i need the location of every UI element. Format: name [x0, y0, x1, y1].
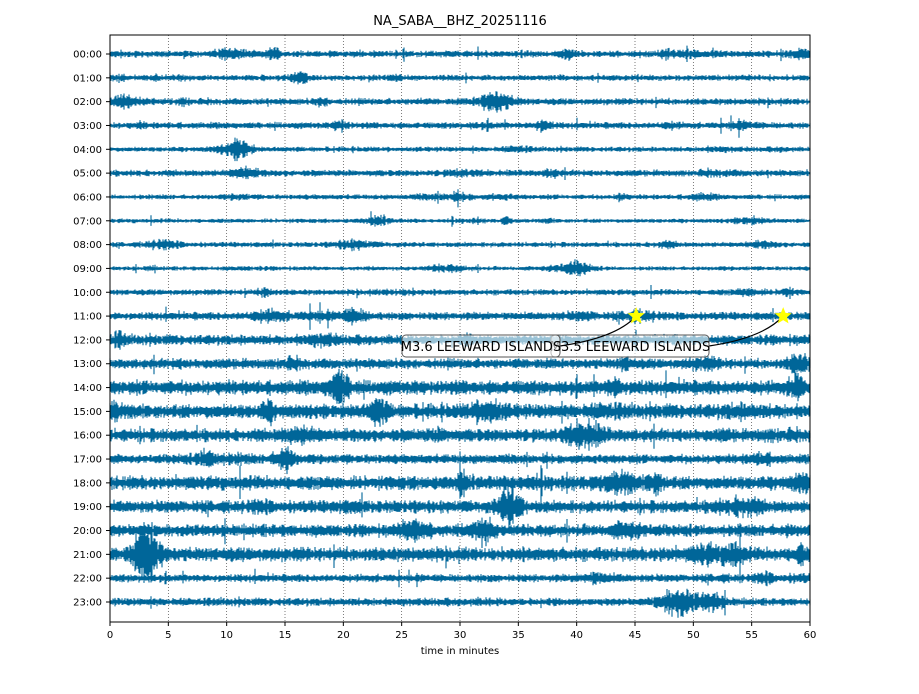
y-tick-label: 19:00	[73, 502, 102, 513]
x-tick-label: 45	[629, 630, 642, 641]
y-tick-label: 07:00	[73, 216, 102, 227]
x-tick-label: 40	[570, 630, 583, 641]
y-tick-label: 05:00	[73, 169, 102, 180]
event-star-icon	[774, 307, 792, 324]
y-tick-label: 20:00	[73, 526, 102, 537]
y-tick-label: 01:00	[73, 73, 102, 84]
trace-0400	[109, 137, 811, 162]
x-tick-label: 25	[395, 630, 408, 641]
y-tick-label: 16:00	[73, 431, 102, 442]
x-tick-label: 20	[337, 630, 350, 641]
trace-0600	[109, 189, 811, 208]
x-tick-label: 0	[107, 630, 113, 641]
y-tick-label: 10:00	[73, 288, 102, 299]
event-label: M3.5 LEEWARD ISLANDS	[550, 340, 710, 355]
x-tick-label: 30	[454, 630, 467, 641]
y-tick-label: 14:00	[73, 383, 102, 394]
y-tick-label: 22:00	[73, 574, 102, 585]
y-tick-label: 18:00	[73, 478, 102, 489]
x-tick-label: 55	[745, 630, 758, 641]
event-annotation: M3.6 LEEWARD ISLANDS	[401, 307, 645, 358]
event-star-icon	[627, 307, 645, 324]
plot-frame	[109, 34, 811, 623]
x-tick-label: 50	[687, 630, 700, 641]
y-tick-label: 11:00	[73, 312, 102, 323]
trace-0800	[109, 238, 811, 252]
x-tick-label: 35	[512, 630, 525, 641]
y-tick-label: 06:00	[73, 192, 102, 203]
y-tick-label: 21:00	[73, 550, 102, 561]
y-tick-label: 13:00	[73, 359, 102, 370]
y-tick-label: 03:00	[73, 121, 102, 132]
y-tick-label: 02:00	[73, 97, 102, 108]
x-tick-label: 10	[220, 630, 233, 641]
x-tick-label: 60	[804, 630, 817, 641]
y-tick-label: 17:00	[73, 455, 102, 466]
x-axis-label: time in minutes	[421, 646, 500, 657]
y-tick-label: 04:00	[73, 145, 102, 156]
y-tick-label: 23:00	[73, 598, 102, 609]
y-tick-label: 09:00	[73, 264, 102, 275]
x-tick-label: 5	[165, 630, 171, 641]
trace-0900	[109, 259, 811, 277]
event-label-box	[401, 334, 561, 358]
trace-0100	[109, 71, 811, 85]
trace-0200	[109, 91, 811, 113]
y-tick-label: 12:00	[73, 335, 102, 346]
x-tick-label: 15	[279, 630, 292, 641]
event-label: M3.6 LEEWARD ISLANDS	[401, 340, 561, 355]
y-tick-label: 08:00	[73, 240, 102, 251]
y-tick-label: 00:00	[73, 50, 102, 61]
chart-title: NA_SABA__BHZ_20251116	[373, 14, 547, 29]
y-tick-label: 15:00	[73, 407, 102, 418]
trace-1100	[109, 302, 811, 330]
